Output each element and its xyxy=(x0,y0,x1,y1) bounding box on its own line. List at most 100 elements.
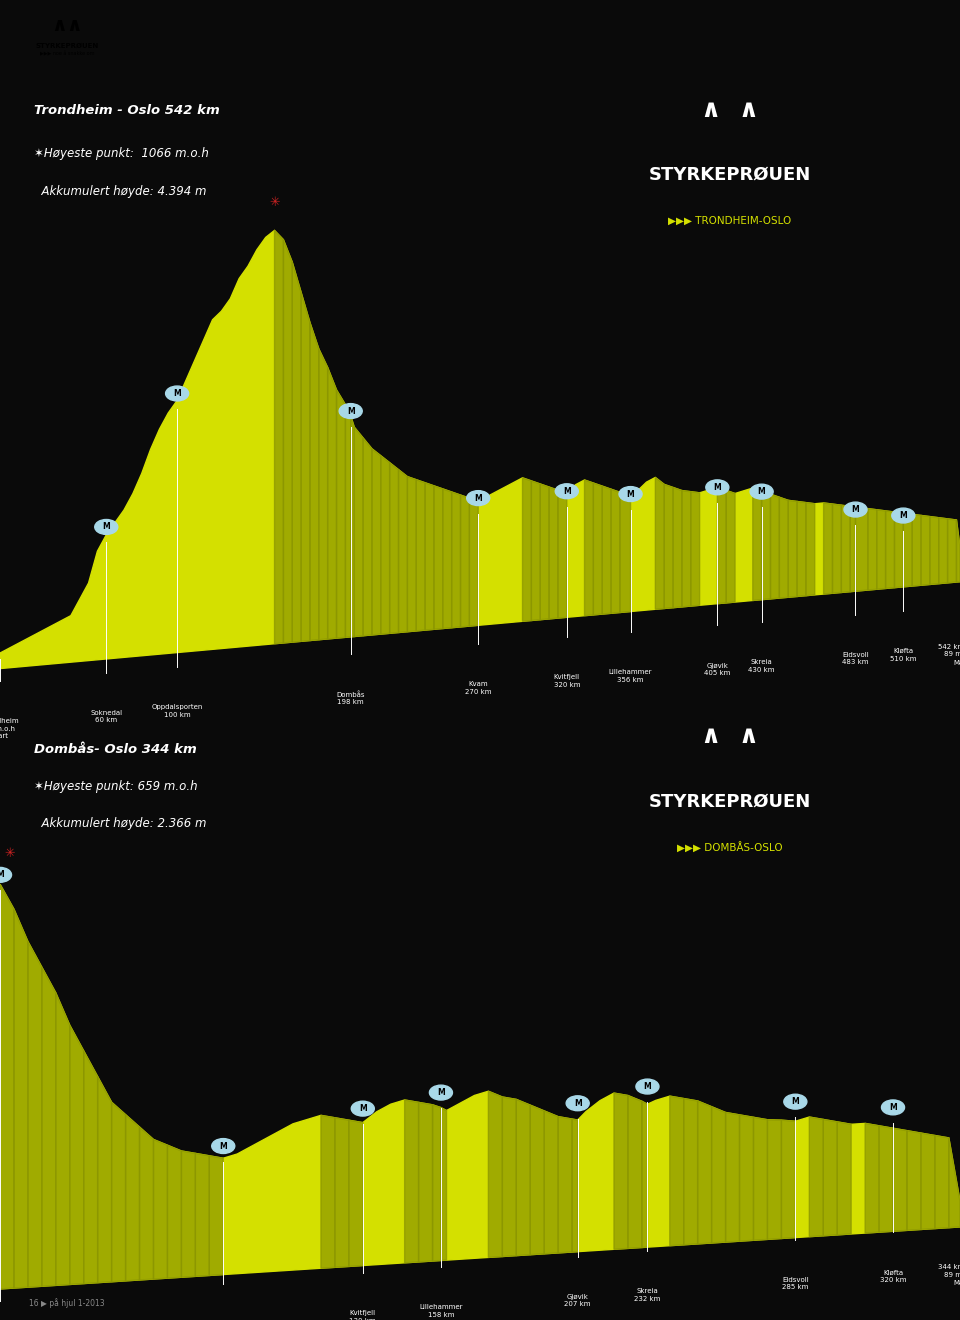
Polygon shape xyxy=(558,490,566,618)
Polygon shape xyxy=(837,1122,852,1236)
Text: M: M xyxy=(474,494,482,503)
Text: ✳: ✳ xyxy=(270,195,279,209)
Polygon shape xyxy=(824,503,832,594)
Polygon shape xyxy=(912,515,921,586)
Polygon shape xyxy=(292,263,301,642)
Polygon shape xyxy=(939,517,948,583)
Polygon shape xyxy=(502,1097,516,1257)
Polygon shape xyxy=(879,1126,893,1232)
Polygon shape xyxy=(139,1127,154,1280)
Polygon shape xyxy=(684,1098,698,1245)
Text: 344 km Oslo
89 m.o.h
Mål: 344 km Oslo 89 m.o.h Mål xyxy=(938,1265,960,1286)
Polygon shape xyxy=(726,491,735,603)
Text: Skreia
430 km: Skreia 430 km xyxy=(749,659,775,673)
Polygon shape xyxy=(461,495,469,627)
Circle shape xyxy=(429,1085,452,1100)
Text: Trondheim - Oslo 542 km: Trondheim - Oslo 542 km xyxy=(34,104,219,117)
Text: 16 ▶ på hjul 1-2013: 16 ▶ på hjul 1-2013 xyxy=(29,1298,105,1308)
Polygon shape xyxy=(84,1051,98,1283)
Polygon shape xyxy=(788,500,797,597)
Polygon shape xyxy=(876,510,886,589)
Polygon shape xyxy=(956,520,960,582)
Polygon shape xyxy=(405,1100,419,1263)
Text: M: M xyxy=(0,870,4,879)
Text: M: M xyxy=(889,1104,897,1111)
Polygon shape xyxy=(209,1156,224,1275)
Polygon shape xyxy=(350,416,354,636)
Polygon shape xyxy=(42,968,56,1286)
Polygon shape xyxy=(540,484,549,619)
Circle shape xyxy=(706,480,729,495)
Text: M: M xyxy=(627,490,635,499)
Text: M: M xyxy=(347,407,354,416)
Circle shape xyxy=(636,1080,659,1094)
Text: M: M xyxy=(574,1098,582,1107)
Polygon shape xyxy=(865,1123,879,1233)
Polygon shape xyxy=(363,438,372,636)
Polygon shape xyxy=(530,1105,544,1255)
Polygon shape xyxy=(354,428,363,636)
Text: 542 km Oslo
89 m.o.h
Mål: 542 km Oslo 89 m.o.h Mål xyxy=(938,644,960,665)
Text: ∧  ∧: ∧ ∧ xyxy=(701,98,758,121)
Circle shape xyxy=(783,1094,806,1109)
Polygon shape xyxy=(348,1121,363,1266)
Polygon shape xyxy=(739,1115,754,1241)
Polygon shape xyxy=(0,231,960,668)
Polygon shape xyxy=(275,231,283,644)
Polygon shape xyxy=(780,498,788,598)
Polygon shape xyxy=(761,491,771,599)
Circle shape xyxy=(339,404,362,418)
Polygon shape xyxy=(433,1105,441,1261)
Polygon shape xyxy=(310,322,319,640)
Polygon shape xyxy=(664,484,673,609)
Circle shape xyxy=(619,487,642,502)
Polygon shape xyxy=(441,1107,446,1261)
Polygon shape xyxy=(841,506,851,593)
Text: STYRKEPRØUEN: STYRKEPRØUEN xyxy=(36,42,99,49)
Polygon shape xyxy=(0,884,960,1288)
Text: M: M xyxy=(900,511,907,520)
Polygon shape xyxy=(809,1117,824,1237)
Text: Akkumulert høyde: 4.394 m: Akkumulert høyde: 4.394 m xyxy=(34,185,206,198)
Text: Lillehammer
356 km: Lillehammer 356 km xyxy=(609,669,652,682)
Polygon shape xyxy=(691,491,700,606)
Polygon shape xyxy=(443,488,451,628)
Polygon shape xyxy=(907,1131,921,1230)
Polygon shape xyxy=(851,507,855,591)
Text: Kvitfjell
130 km: Kvitfjell 130 km xyxy=(349,1311,376,1320)
Polygon shape xyxy=(868,508,876,590)
Text: ✶Høyeste punkt:  1066 m.o.h: ✶Høyeste punkt: 1066 m.o.h xyxy=(34,148,208,161)
Polygon shape xyxy=(195,1154,209,1276)
Polygon shape xyxy=(327,367,337,639)
Polygon shape xyxy=(767,1119,781,1239)
Polygon shape xyxy=(381,455,390,634)
Polygon shape xyxy=(602,486,612,614)
Polygon shape xyxy=(935,1135,948,1229)
Polygon shape xyxy=(167,1146,181,1278)
Polygon shape xyxy=(544,1111,558,1254)
Circle shape xyxy=(95,520,118,535)
Polygon shape xyxy=(832,504,841,593)
Polygon shape xyxy=(593,483,602,615)
Text: M: M xyxy=(757,487,765,496)
Text: ∧∧: ∧∧ xyxy=(51,16,84,36)
Text: Gjøvik
207 km: Gjøvik 207 km xyxy=(564,1294,591,1307)
Polygon shape xyxy=(558,1117,572,1253)
Polygon shape xyxy=(28,941,42,1287)
Polygon shape xyxy=(711,1106,726,1243)
Polygon shape xyxy=(893,1129,907,1232)
Polygon shape xyxy=(417,479,425,631)
Text: Kløfta
510 km: Kløfta 510 km xyxy=(890,648,917,661)
Polygon shape xyxy=(614,1093,628,1249)
Polygon shape xyxy=(754,1117,767,1241)
Polygon shape xyxy=(572,1119,578,1251)
Polygon shape xyxy=(346,405,350,638)
Polygon shape xyxy=(855,508,868,591)
Polygon shape xyxy=(612,490,620,614)
Text: M: M xyxy=(103,523,110,532)
Polygon shape xyxy=(717,487,726,603)
Text: M: M xyxy=(713,483,721,492)
Text: M: M xyxy=(563,487,570,496)
Polygon shape xyxy=(126,1114,139,1280)
Polygon shape xyxy=(805,503,815,595)
